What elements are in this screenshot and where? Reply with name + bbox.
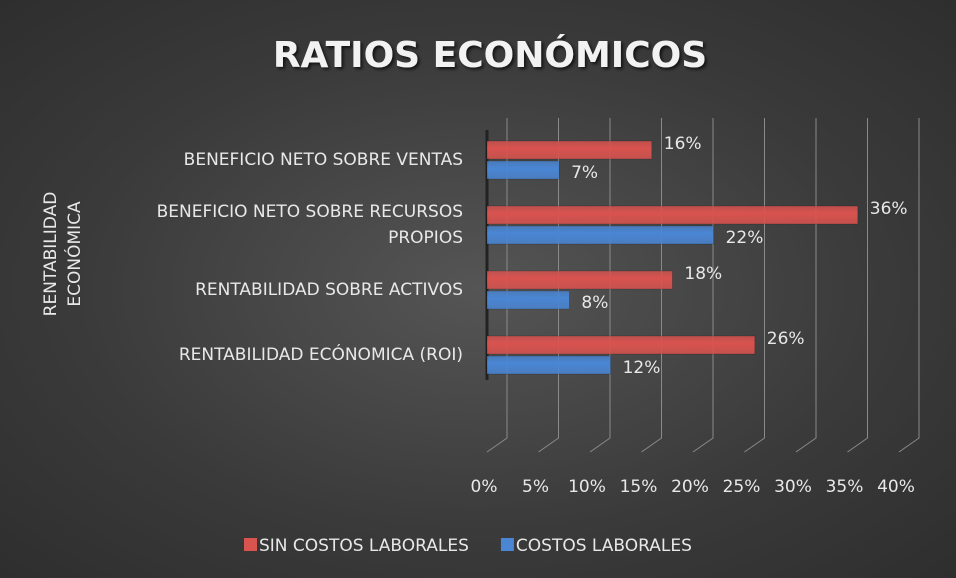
x-tick-label: 30%: [774, 477, 812, 497]
value-label: 26%: [767, 329, 805, 349]
bar: [486, 225, 714, 245]
legend-swatch: [244, 538, 257, 551]
value-label: 12%: [623, 358, 661, 378]
bar: [486, 270, 673, 290]
x-tick-label: 40%: [877, 477, 915, 497]
legend-label: COSTOS LABORALES: [516, 536, 692, 556]
bar: [486, 205, 859, 225]
y-tick-label: RENTABILIDAD ECÓNOMICA (ROI): [178, 345, 463, 365]
y-tick-label: RENTABILIDAD SOBRE ACTIVOS: [195, 280, 463, 300]
x-tick-label: 5%: [522, 477, 549, 497]
value-label: 18%: [684, 264, 722, 284]
grid-line: [795, 118, 817, 453]
y-axis-label: RENTABILIDAD ECONÓMICA: [41, 191, 85, 317]
bar: [486, 160, 560, 180]
value-label: 7%: [571, 163, 598, 183]
x-tick-label: 15%: [620, 477, 658, 497]
x-tick-label: 25%: [723, 477, 761, 497]
chart-title: RATIOS ECONÓMICOS: [273, 34, 707, 76]
grid-line: [589, 118, 611, 453]
bar: [486, 355, 611, 375]
grid-line: [847, 118, 868, 453]
legend-swatch: [500, 538, 514, 551]
bar: [486, 335, 756, 355]
x-tick-label: 10%: [568, 477, 606, 497]
grid-line: [486, 118, 508, 453]
bar: [486, 290, 570, 310]
legend-label: SIN COSTOS LABORALES: [259, 536, 469, 556]
grid-line: [641, 118, 662, 453]
grid-line: [744, 118, 765, 453]
value-label: 22%: [726, 228, 764, 248]
bar: [486, 140, 653, 160]
y-tick-label: BENEFICIO NETO SOBRE RECURSOS PROPIOS: [156, 202, 463, 248]
grid-line: [898, 118, 920, 453]
grid-line: [692, 118, 714, 453]
value-label: 8%: [581, 293, 608, 313]
grid-line: [538, 118, 559, 453]
value-label: 36%: [870, 199, 908, 219]
x-tick-label: 20%: [671, 477, 709, 497]
x-tick-label: 0%: [471, 477, 498, 497]
value-label: 16%: [664, 134, 702, 154]
x-tick-label: 35%: [826, 477, 864, 497]
y-tick-label: BENEFICIO NETO SOBRE VENTAS: [183, 150, 463, 170]
